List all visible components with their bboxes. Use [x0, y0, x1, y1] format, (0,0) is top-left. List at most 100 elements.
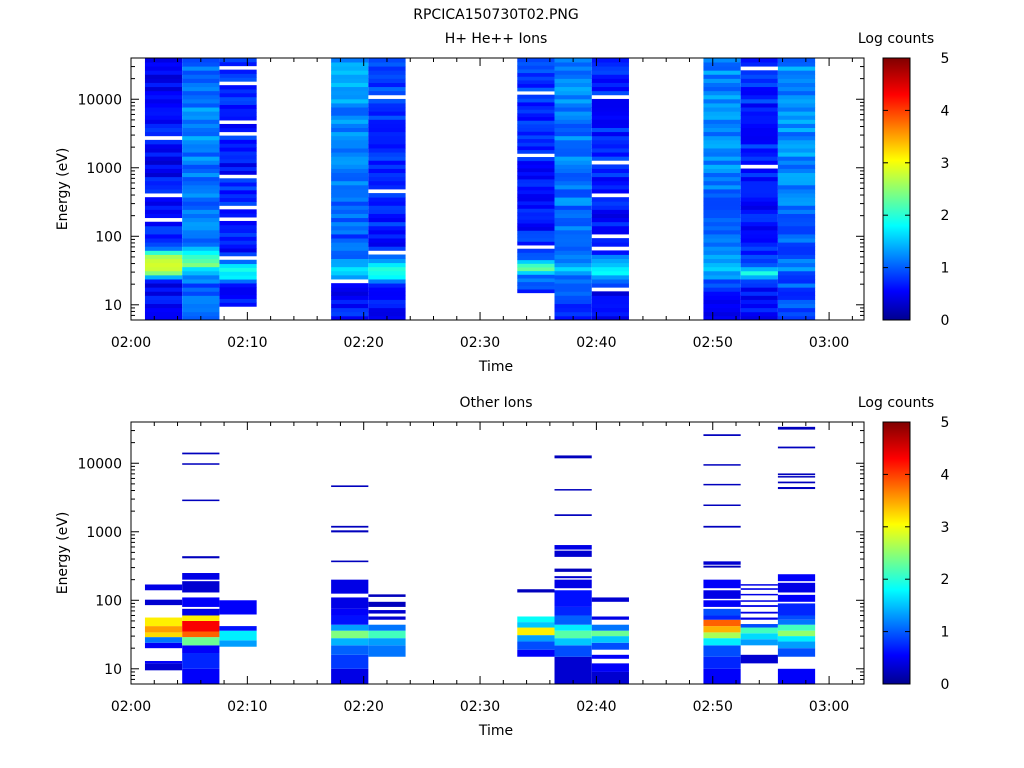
data-cell [740, 270, 778, 276]
data-cell [517, 230, 555, 235]
data-cell [219, 302, 257, 307]
data-cell [144, 626, 183, 633]
data-cell [331, 225, 369, 231]
data-cell [777, 160, 816, 165]
data-cell [331, 229, 369, 235]
data-cell [368, 307, 406, 313]
data-cell [554, 193, 592, 198]
data-cell [517, 289, 555, 294]
data-cell [703, 600, 741, 607]
data-cell [368, 299, 406, 305]
data-cell [777, 238, 816, 243]
data-cell [703, 656, 741, 669]
data-cell [554, 514, 592, 516]
data-cell [517, 179, 555, 184]
data-cell [777, 266, 816, 272]
data-cell [144, 98, 183, 104]
x-tick-label: 02:30 [460, 699, 500, 715]
data-cell [368, 217, 406, 223]
data-cell [331, 94, 369, 100]
data-cell [517, 219, 555, 224]
data-cell [517, 193, 555, 198]
data-cell [777, 111, 816, 116]
data-cell [219, 123, 257, 129]
data-cell [331, 156, 369, 161]
data-cell [740, 295, 778, 300]
data-cell [777, 66, 816, 71]
data-cell [703, 70, 741, 75]
data-cell [554, 295, 592, 300]
data-cell [517, 278, 555, 283]
data-cell [368, 62, 406, 67]
data-cell [554, 242, 592, 247]
data-cell [777, 619, 816, 625]
data-cell [331, 234, 369, 239]
data-cell [331, 291, 369, 296]
data-cell [368, 279, 406, 284]
data-cell [144, 172, 183, 178]
data-cell [703, 291, 741, 296]
data-cell [703, 254, 741, 259]
data-cell [554, 152, 592, 157]
data-cell [517, 190, 555, 195]
data-cell [368, 238, 406, 243]
data-cell [331, 74, 369, 79]
data-cell [182, 270, 220, 276]
data-cell [703, 86, 741, 92]
data-cell [368, 616, 406, 620]
data-cell [368, 107, 406, 112]
data-cell [331, 287, 369, 292]
data-cell [219, 201, 257, 206]
data-cell [703, 98, 741, 104]
data-cell [554, 168, 592, 174]
data-cell [182, 242, 220, 247]
data-cell [591, 205, 629, 210]
data-cell [703, 197, 741, 202]
x-axis-label: Time [478, 359, 513, 375]
data-cell [182, 152, 220, 157]
data-cell [331, 143, 369, 149]
x-axis-label: Time [478, 723, 513, 739]
data-cell [182, 148, 220, 153]
data-cell [517, 160, 555, 165]
data-cell [517, 201, 555, 206]
data-cell [144, 119, 183, 124]
data-cell [703, 668, 741, 684]
data-cell [777, 156, 816, 161]
data-cell [554, 82, 592, 88]
data-cell [517, 135, 555, 140]
data-cell [740, 160, 778, 165]
data-cell [144, 107, 183, 112]
data-cell [777, 139, 816, 145]
data-cell [331, 668, 369, 684]
data-cell [703, 143, 741, 149]
data-cell [591, 616, 629, 620]
data-cell [331, 254, 369, 259]
data-cell [517, 223, 555, 228]
data-cell [517, 263, 555, 268]
data-cell [591, 671, 629, 684]
data-cell [777, 254, 816, 259]
data-cell [331, 164, 369, 169]
data-cell [740, 131, 778, 137]
data-cell [368, 148, 406, 153]
data-cell [777, 135, 816, 141]
data-cell [182, 597, 220, 607]
data-cell [703, 270, 741, 276]
data-cell [144, 270, 183, 276]
data-cell [591, 90, 629, 96]
data-cell [554, 279, 592, 284]
data-cell [368, 262, 406, 268]
data-cell [144, 156, 183, 161]
data-cell [182, 197, 220, 202]
data-cell [703, 107, 741, 112]
data-cell [591, 217, 629, 223]
data-cell [368, 103, 406, 108]
data-cell [144, 143, 183, 149]
data-cell [517, 248, 555, 253]
y-tick-label: 100 [95, 593, 122, 609]
data-cell [740, 221, 778, 227]
data-cell [517, 98, 555, 103]
data-cell [703, 58, 741, 63]
data-cell [517, 164, 555, 169]
